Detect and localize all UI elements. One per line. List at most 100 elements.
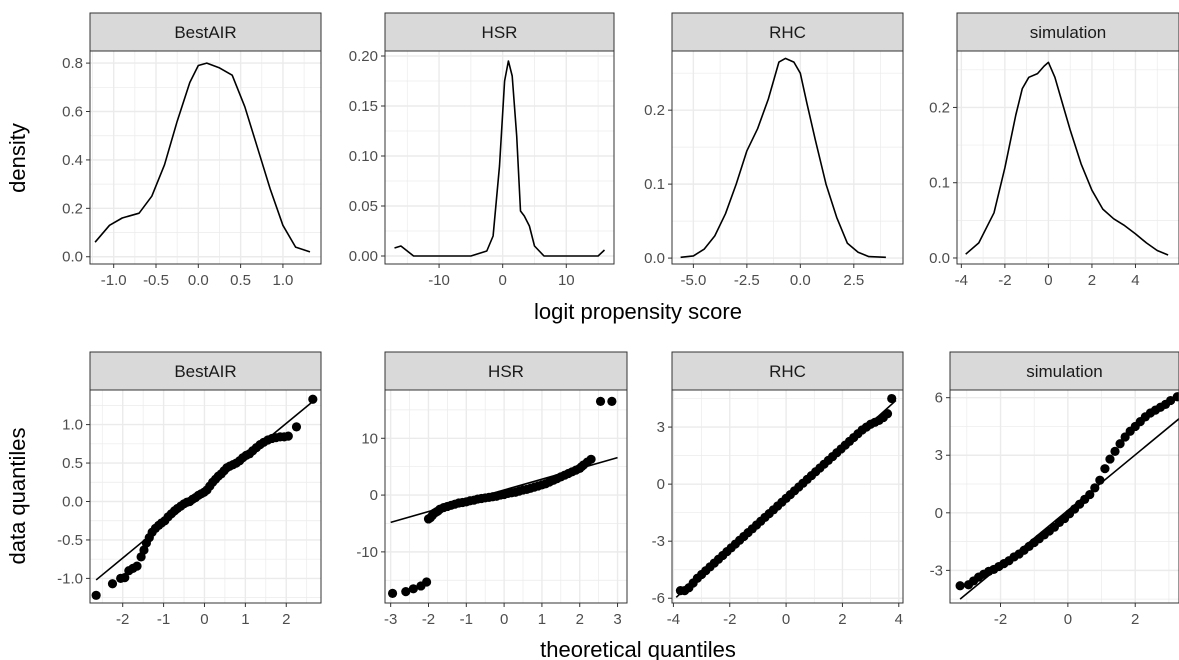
panel-border-qq-simulation — [949, 389, 1179, 604]
grid-qq-rhc — [672, 390, 903, 603]
y-tick-label: 0.1 — [929, 175, 950, 192]
qq-point — [1100, 464, 1110, 474]
strip-label-qq-hsr: HSR — [488, 362, 524, 381]
x-tick-label: 0 — [1064, 611, 1072, 628]
y-tick-label: -10 — [356, 544, 378, 561]
y-tick-label: 0 — [935, 505, 943, 522]
y-tick-label: 0.8 — [62, 55, 83, 72]
plot-area-density-rhc — [672, 51, 903, 264]
x-tick-label: 2 — [1088, 272, 1096, 289]
density-curve-density-hsr — [394, 60, 606, 257]
strip-density-bestair — [89, 12, 322, 52]
y-tick-label: 0.0 — [644, 250, 665, 267]
y-tick-label: 0.20 — [349, 48, 378, 65]
data-qq-hsr — [387, 396, 618, 598]
qq-point — [120, 573, 130, 583]
qq-point — [955, 581, 965, 591]
panel-border-density-hsr — [384, 50, 615, 265]
y-tick-label: -1.0 — [57, 570, 83, 587]
strip-label-density-simulation: simulation — [1030, 23, 1107, 42]
x-tick-label: 0 — [500, 611, 508, 628]
qq-point — [1105, 454, 1115, 464]
strip-label-density-rhc: RHC — [769, 23, 806, 42]
qq-point — [586, 454, 596, 464]
qq-point — [139, 545, 149, 555]
x-tick-label: -5.0 — [680, 272, 706, 289]
y-tick-label: 0 — [657, 476, 665, 493]
data-density-hsr — [394, 60, 606, 257]
panel-density-rhc: RHC -5.0 -2.5 0.0 2.5 0.0 0.1 0.2 — [644, 12, 904, 289]
plot-area-density-simulation — [957, 51, 1179, 264]
x-tick-label: 0 — [499, 272, 507, 289]
x-tick-label: -4 — [667, 611, 680, 628]
strip-density-hsr — [384, 12, 615, 52]
y-tick-label: 1.0 — [62, 417, 83, 434]
qq-point — [283, 431, 293, 441]
x-tick-label: 1 — [241, 611, 249, 628]
x-tick-label: -2 — [723, 611, 736, 628]
y-axis-title-data-quantiles: data quantiles — [5, 428, 30, 565]
x-tick-label: -2 — [116, 611, 129, 628]
qq-point — [401, 587, 411, 597]
qq-point — [291, 422, 302, 432]
x-tick-label: -2.5 — [734, 272, 760, 289]
x-tick-label: 0.0 — [188, 272, 209, 289]
y-tick-label: 0.4 — [62, 152, 83, 169]
panel-qq-bestair: BestAIR -2 -1 0 1 2 -1.0 -0.5 0.0 0.5 1.0 — [57, 351, 322, 628]
panel-border-qq-rhc — [671, 389, 904, 604]
x-axis-title-logit: logit propensity score — [534, 299, 742, 324]
x-tick-label: -2 — [422, 611, 435, 628]
density-curve-density-rhc — [680, 57, 886, 259]
y-tick-label: 0.00 — [349, 248, 378, 265]
x-tick-label: -2 — [994, 611, 1007, 628]
qq-point — [1085, 489, 1095, 500]
qq-point — [595, 396, 606, 406]
grid-density-hsr — [385, 51, 614, 264]
qq-point — [1165, 395, 1176, 406]
x-tick-label: -0.5 — [143, 272, 169, 289]
qq-point — [1115, 439, 1125, 449]
panel-qq-simulation: simulation -2 0 2 -3 0 3 6 — [930, 351, 1179, 628]
x-tick-label: -10 — [428, 272, 450, 289]
x-tick-label: -3 — [384, 611, 397, 628]
qq-point — [308, 394, 318, 404]
panel-border-qq-bestair — [89, 389, 322, 604]
x-tick-label: 2 — [1131, 611, 1139, 628]
y-tick-label: 0.6 — [62, 104, 83, 121]
x-tick-label: 2 — [838, 611, 846, 628]
qq-point — [1172, 392, 1179, 402]
y-tick-label: 3 — [935, 447, 943, 464]
panel-border-density-bestair — [89, 50, 322, 265]
y-tick-label: -3 — [652, 533, 665, 550]
y-tick-label: 6 — [935, 390, 943, 407]
y-tick-label: 0.2 — [644, 102, 665, 119]
panel-border-qq-hsr — [384, 389, 628, 604]
panels-layer: BestAIR -1.0 -0.5 0.0 0.5 1.0 0.0 0.2 0.4 0.6 0.8 H… — [57, 12, 1179, 628]
data-density-rhc — [680, 57, 886, 259]
y-tick-label: 0.15 — [349, 98, 378, 115]
panel-border-density-rhc — [671, 50, 904, 265]
strip-qq-hsr — [384, 351, 628, 391]
strip-label-qq-simulation: simulation — [1026, 362, 1103, 381]
x-tick-label: 0.0 — [790, 272, 811, 289]
strip-qq-rhc — [671, 351, 904, 391]
x-tick-label: 2 — [576, 611, 584, 628]
qq-point — [136, 552, 146, 562]
x-tick-label: 3 — [613, 611, 621, 628]
grid-density-rhc — [672, 51, 903, 264]
data-qq-bestair — [91, 394, 318, 600]
data-density-simulation — [965, 61, 1169, 256]
x-tick-label: 0 — [782, 611, 790, 628]
strip-density-simulation — [956, 12, 1179, 52]
qq-point — [387, 588, 398, 598]
strip-label-qq-bestair: BestAIR — [174, 362, 236, 381]
strip-label-density-hsr: HSR — [482, 23, 518, 42]
x-tick-label: 4 — [1131, 272, 1139, 289]
x-tick-label: -1 — [460, 611, 473, 628]
qq-point — [882, 409, 893, 419]
strip-label-density-bestair: BestAIR — [174, 23, 236, 42]
qq-point — [1095, 475, 1105, 485]
grid-qq-hsr — [385, 390, 627, 603]
y-axis-title-density: density — [5, 123, 30, 193]
